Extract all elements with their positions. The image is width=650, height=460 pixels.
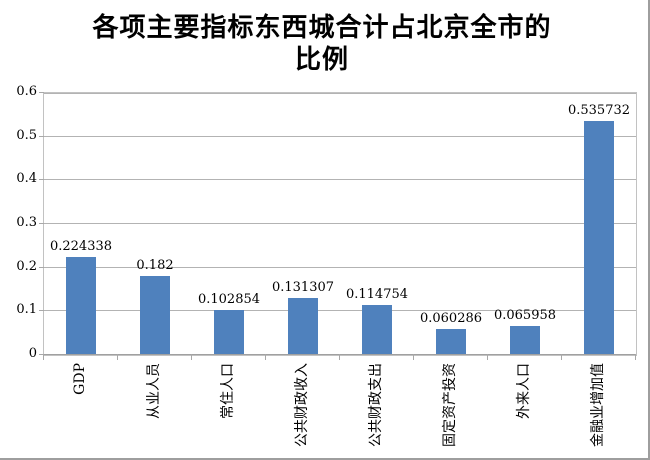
gridline bbox=[44, 310, 636, 312]
bar bbox=[66, 257, 96, 355]
x-category-label: 固定资产投资 bbox=[442, 363, 458, 447]
x-category-label: 公共财政收入 bbox=[294, 363, 310, 447]
x-category-label: 外来人口 bbox=[516, 363, 532, 419]
y-axis-tick bbox=[39, 223, 44, 224]
y-tick-label: 0.5 bbox=[16, 127, 37, 143]
x-axis-tick bbox=[191, 354, 192, 360]
value-label: 0.224338 bbox=[49, 239, 113, 255]
value-label: 0.102854 bbox=[197, 292, 261, 308]
x-axis-tick bbox=[635, 354, 636, 360]
x-axis-tick bbox=[413, 354, 414, 360]
x-category-label: 公共财政支出 bbox=[368, 363, 384, 447]
value-label: 0.131307 bbox=[271, 279, 335, 295]
x-axis-tick bbox=[117, 354, 118, 360]
x-axis-tick bbox=[487, 354, 488, 360]
y-axis-tick bbox=[39, 135, 44, 137]
y-axis-tick bbox=[39, 179, 44, 181]
bar bbox=[510, 326, 540, 355]
y-tick-label: 0 bbox=[28, 346, 37, 361]
y-tick-label: 0.4 bbox=[16, 171, 37, 187]
bar bbox=[362, 304, 392, 355]
value-label: 0.065958 bbox=[493, 308, 557, 324]
gridline bbox=[44, 223, 636, 224]
x-axis-tick bbox=[43, 354, 44, 360]
bar bbox=[584, 121, 614, 355]
gridline bbox=[44, 266, 636, 268]
gridline bbox=[44, 93, 636, 94]
chart-title-line-2: 比例 bbox=[294, 45, 349, 75]
gridline bbox=[44, 135, 636, 137]
bar bbox=[288, 297, 318, 355]
y-axis-tick bbox=[39, 266, 44, 268]
plot-area: 0.224338 0.182 0.102854 0.131307 0.114754 0.0… bbox=[43, 92, 637, 356]
chart-title: 各项主要指标东西城合计占北京全市的 比例 bbox=[0, 12, 644, 76]
x-category-label: 常住人口 bbox=[220, 363, 236, 419]
y-axis-tick bbox=[39, 354, 44, 355]
value-label: 0.182 bbox=[136, 257, 174, 273]
value-label: 0.060286 bbox=[419, 310, 483, 326]
y-tick-label: 0.1 bbox=[16, 302, 37, 318]
y-axis-tick bbox=[39, 310, 44, 312]
x-category-label: 金融业增加值 bbox=[590, 363, 606, 447]
gridline bbox=[44, 179, 636, 181]
chart-title-line-1: 各项主要指标东西城合计占北京全市的 bbox=[92, 13, 552, 43]
bar bbox=[140, 275, 170, 355]
value-label: 0.114754 bbox=[345, 286, 409, 302]
bar bbox=[436, 328, 466, 355]
value-label: 0.535732 bbox=[567, 103, 631, 119]
y-axis-line bbox=[43, 92, 44, 359]
x-category-label: GDP bbox=[72, 363, 88, 395]
y-axis-tick bbox=[39, 92, 44, 93]
x-category-label: 从业人员 bbox=[146, 363, 162, 419]
bar bbox=[214, 310, 244, 355]
y-tick-label: 0.6 bbox=[16, 84, 37, 99]
y-tick-label: 0.2 bbox=[16, 258, 37, 274]
y-tick-label: 0.3 bbox=[16, 215, 37, 230]
x-axis-tick bbox=[561, 354, 562, 360]
x-axis-tick bbox=[265, 354, 266, 360]
x-axis-tick bbox=[339, 354, 340, 360]
